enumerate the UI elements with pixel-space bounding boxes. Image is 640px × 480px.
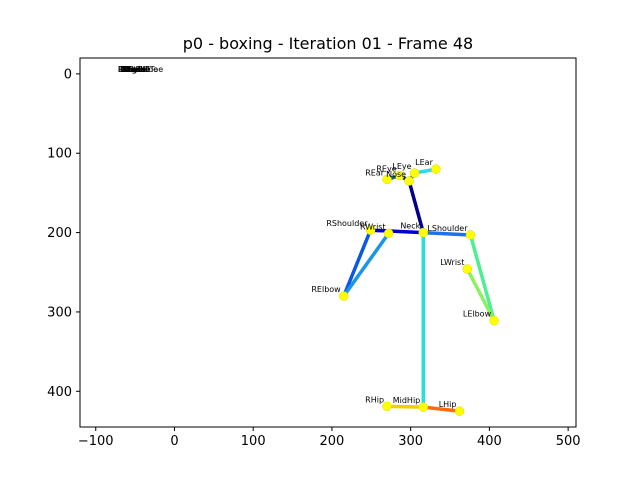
keypoint-leye — [409, 168, 420, 178]
keypoint-rshoulder — [365, 225, 376, 235]
keypoint-label-reye: REye — [376, 164, 396, 173]
chart-title: p0 - boxing - Iteration 01 - Frame 48 — [183, 34, 473, 53]
x-tick-label: 400 — [477, 434, 502, 449]
keypoint-label-lhip: LHip — [439, 400, 457, 409]
y-tick-label: 200 — [47, 226, 72, 241]
keypoint-label-leye: LEye — [392, 162, 411, 171]
bone-lshoulder-lelbow — [468, 233, 496, 323]
stray-label-rsmalltoe: RSmallToe — [122, 65, 163, 74]
keypoint-lshoulder — [465, 230, 476, 240]
y-tick-label: 300 — [47, 305, 72, 320]
keypoint-label-rshoulder: RShoulder — [326, 219, 368, 228]
keypoint-label-lshoulder: LShoulder — [427, 224, 468, 233]
bone-midhip-lhip — [421, 405, 462, 413]
bone-midhip-rhip — [385, 404, 426, 409]
stray-label-rknee: RKnee — [118, 65, 144, 74]
stray-label-lheel: LHeel — [120, 65, 143, 74]
keypoint-neck — [418, 227, 429, 238]
bone-relbow-rwrist — [341, 231, 391, 298]
keypoint-label-rhip: RHip — [365, 395, 384, 404]
x-tick-label: 0 — [170, 434, 178, 449]
bone-lelbow-lwrist — [465, 267, 496, 323]
keypoint-label-lwrist: LWrist — [440, 258, 464, 267]
x-tick-label: −100 — [78, 434, 114, 449]
keypoint-rear — [382, 174, 392, 185]
keypoint-label-midhip: MidHip — [393, 396, 421, 405]
keypoint-label-lear: LEar — [415, 158, 433, 167]
keypoint-reye — [394, 170, 405, 181]
stray-label-lsmalltoe: LSmallToe — [118, 65, 158, 74]
keypoint-label-relbow: RElbow — [311, 285, 341, 294]
keypoint-lhip — [454, 406, 465, 416]
bone-rshoulder-relbow — [341, 228, 373, 298]
keypoint-label-rwrist: RWrist — [360, 222, 386, 231]
bone-neck-lshoulder — [421, 230, 473, 237]
keypoint-label-nose: Nose — [386, 170, 406, 179]
keypoint-rwrist — [383, 228, 394, 239]
x-tick-label: 500 — [556, 434, 581, 449]
stray-label-lbigtoe: LBigToe — [120, 65, 151, 74]
keypoint-midhip — [418, 402, 429, 412]
stray-label-rankle: RAnkle — [120, 65, 148, 74]
keypoint-label-lelbow: LElbow — [463, 310, 492, 319]
y-tick-label: 0 — [64, 67, 72, 82]
keypoint-lear — [431, 164, 441, 174]
keypoint-lelbow — [489, 315, 499, 326]
y-tick-label: 400 — [47, 385, 72, 400]
x-tick-label: 100 — [241, 434, 266, 449]
keypoint-label-rear: REar — [365, 168, 385, 177]
axis-ticks: −100 0 100 200 300 400 500 0 100 200 300 400 — [47, 67, 580, 449]
x-tick-label: 200 — [320, 434, 345, 449]
stray-label-rheel: RHeel — [122, 65, 146, 74]
y-tick-label: 100 — [47, 147, 72, 162]
x-tick-label: 300 — [398, 434, 423, 449]
keypoint-label-neck: Neck — [400, 222, 420, 231]
keypoint-rhip — [382, 401, 392, 412]
keypoint-lwrist — [462, 264, 473, 274]
plot-content: Nose Neck RShoulder RElbow RWrist LShoulder LE… — [118, 65, 499, 416]
keypoint-relbow — [338, 291, 349, 301]
stray-label-lankle: LAnkle — [118, 65, 145, 74]
bone-neck-nose — [407, 179, 426, 235]
keypoint-nose — [404, 176, 414, 186]
stray-label-lknee: LKnee — [122, 65, 147, 74]
bone-neck-rshoulder — [368, 228, 426, 235]
stray-label-rbigtoe: RBigToe — [118, 65, 150, 74]
plot-frame — [79, 57, 577, 428]
